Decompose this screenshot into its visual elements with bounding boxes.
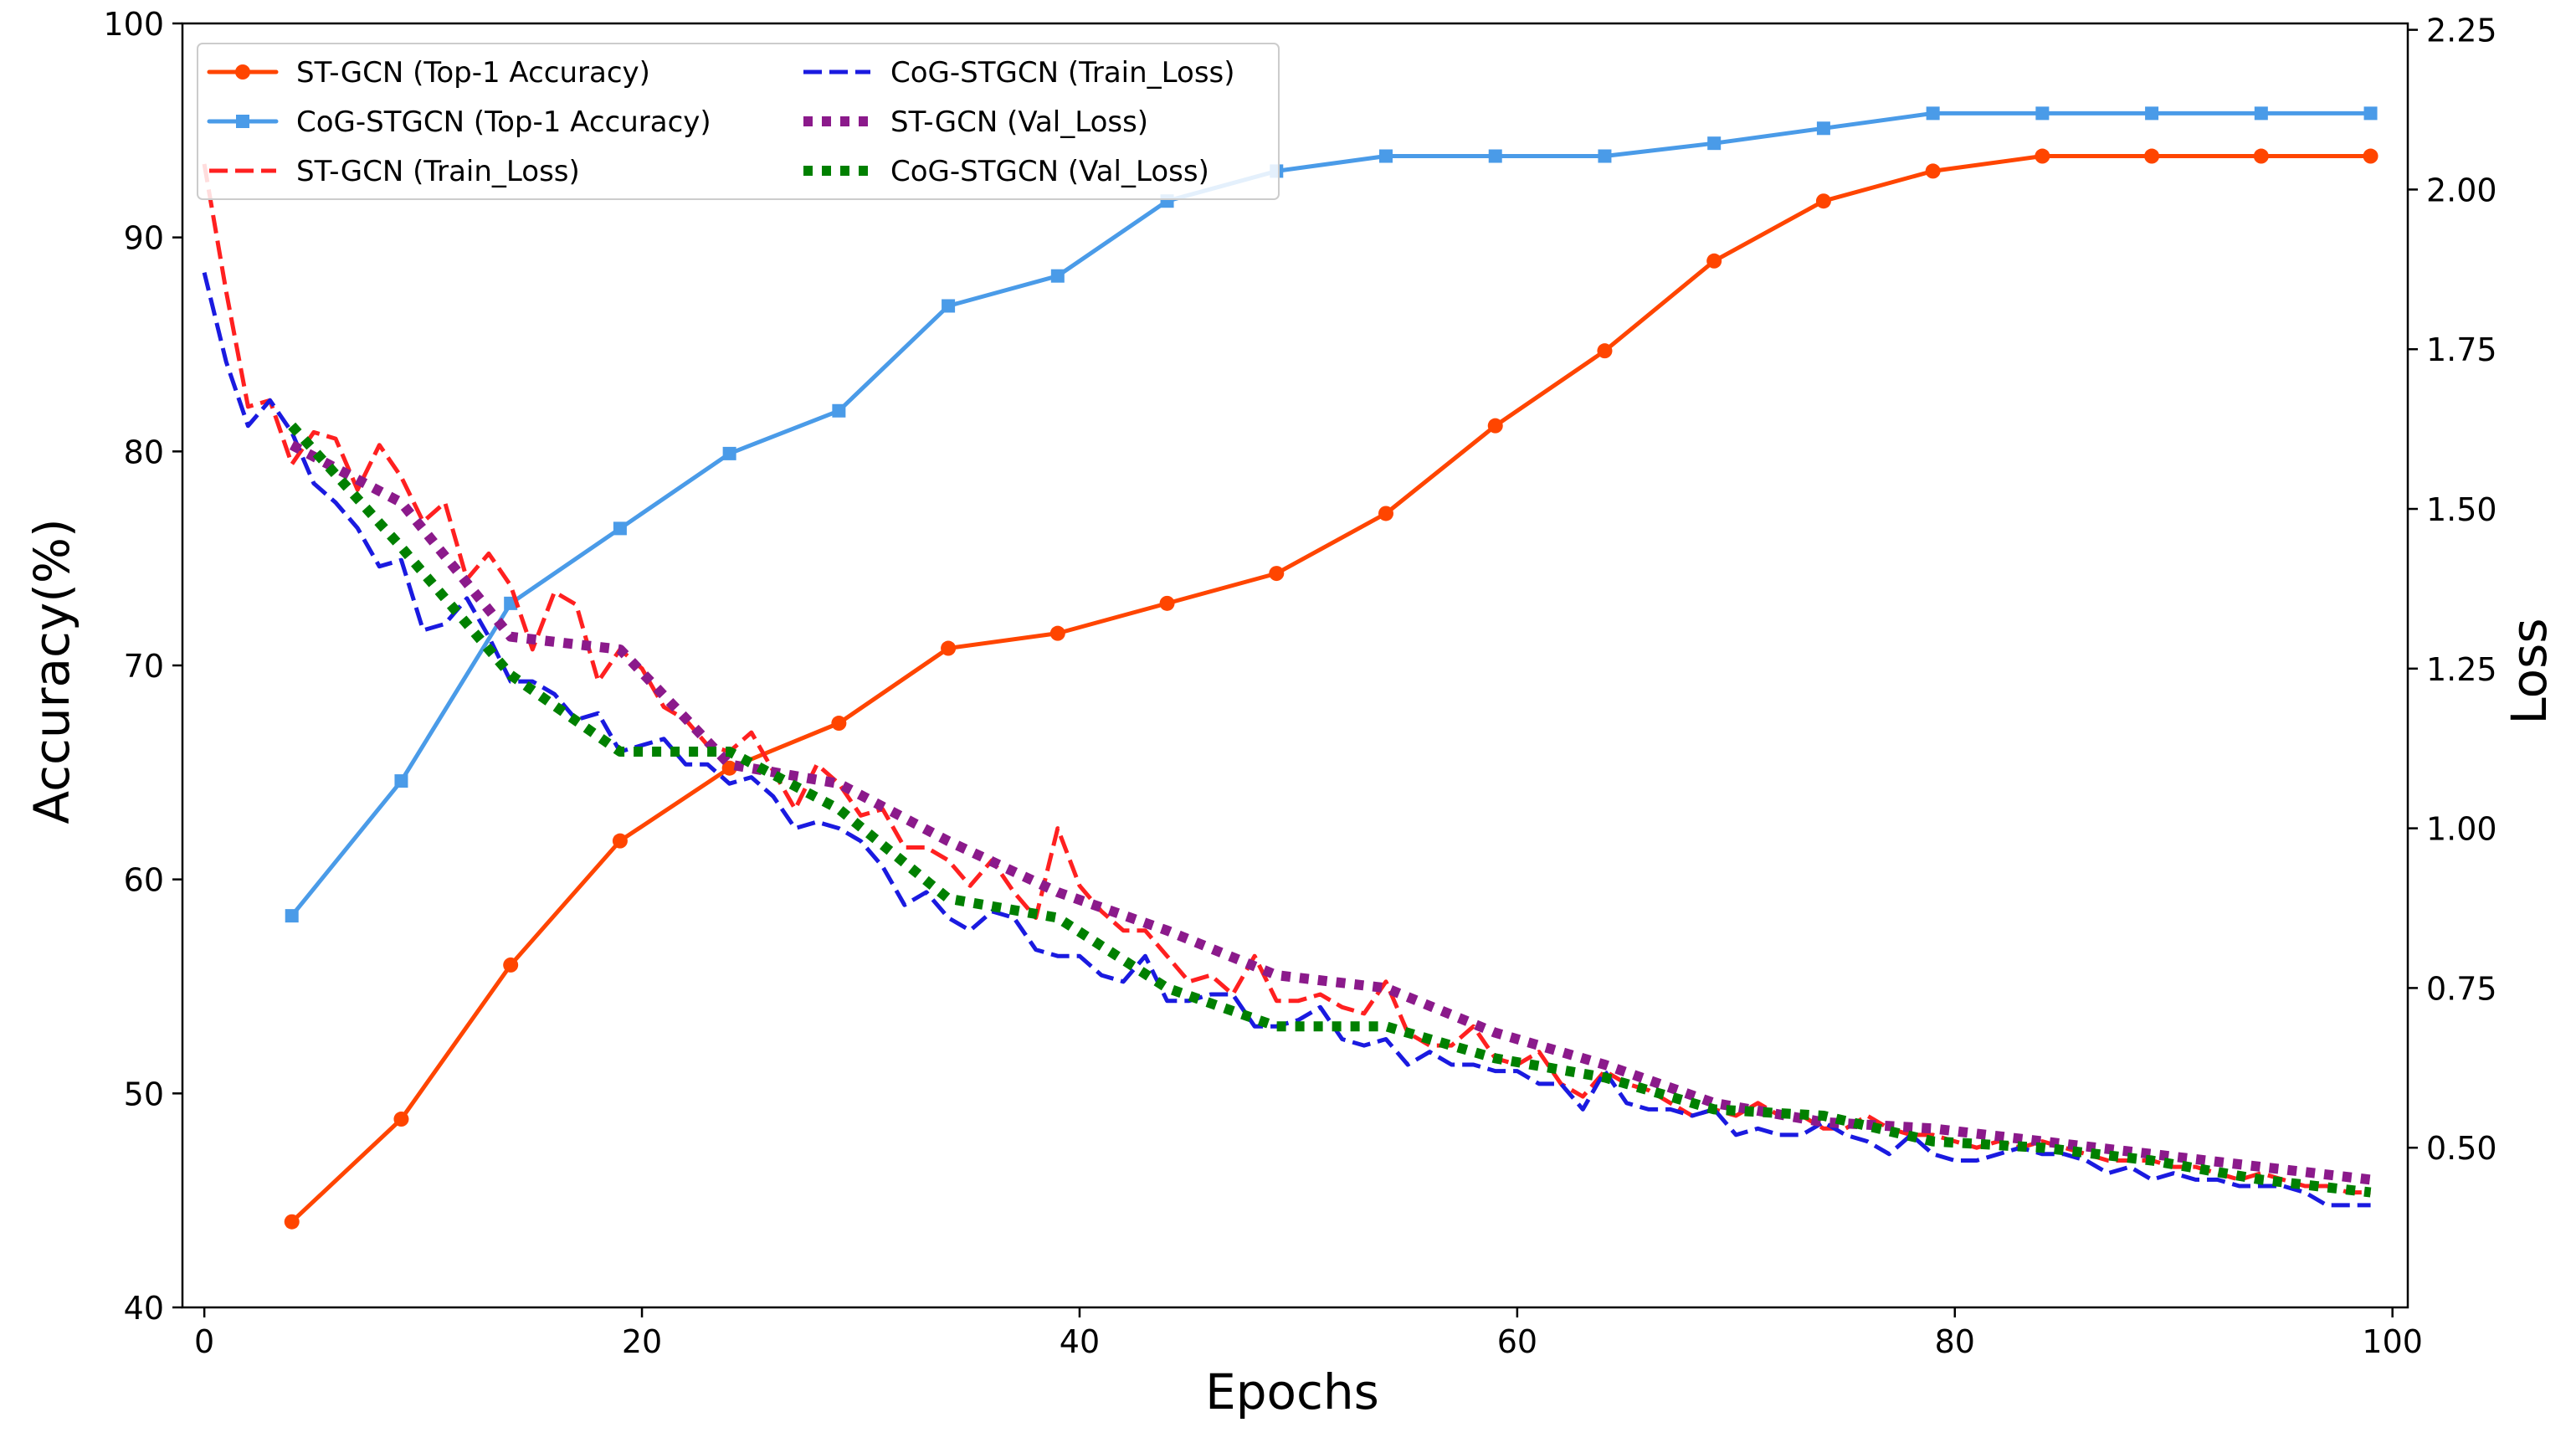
series-line-0 [290,154,2373,1225]
x-tick-label: 80 [1935,1323,1975,1360]
data-point [831,716,847,732]
y-tick-label: 100 [103,6,164,43]
data-point [2144,148,2160,164]
data-point [1269,566,1285,582]
x-tick-label: 100 [2362,1323,2423,1360]
legend-label-2: ST-GCN (Train_Loss) [296,155,580,188]
series-layer [202,106,2378,1230]
y-tick-label: 60 [124,862,164,899]
y2-tick-label: 0.50 [2426,1130,2497,1167]
legend-marker [235,64,250,80]
legend-label-4: ST-GCN (Val_Loss) [890,105,1148,139]
x-tick-label: 60 [1497,1323,1537,1360]
data-point [284,1214,300,1230]
data-point [1815,193,1831,209]
legend-label-0: ST-GCN (Top-1 Accuracy) [296,56,650,90]
x-axis-title: Epochs [1205,1363,1379,1420]
legend-label-1: CoG-STGCN (Top-1 Accuracy) [296,105,711,139]
data-point [1816,121,1830,136]
y-tick-label: 80 [124,434,164,470]
data-point [721,760,737,776]
data-point [1707,136,1722,151]
data-point [1598,149,1612,163]
data-point [722,446,736,460]
data-point [2253,148,2269,164]
data-point [1159,595,1175,611]
y-tick-label: 90 [124,220,164,257]
data-point [2363,106,2378,121]
y2-tick-label: 1.25 [2426,651,2497,688]
data-point [1379,149,1393,163]
series-line-5 [288,422,2372,1198]
y-tick-label: 70 [124,648,164,685]
data-point [1378,506,1394,521]
y2-tick-label: 2.25 [2426,13,2497,49]
y2-tick-label: 1.00 [2426,811,2497,848]
legend-box [197,43,1280,200]
y2-tick-label: 1.75 [2426,331,2497,368]
data-point [612,833,628,849]
data-point [393,1112,409,1127]
y2-tick-label: 2.00 [2426,172,2497,208]
data-point [1487,418,1503,434]
legend-label-3: CoG-STGCN (Train_Loss) [890,56,1235,90]
data-point [2254,106,2268,121]
y-tick-label: 50 [124,1076,164,1112]
legend: ST-GCN (Top-1 Accuracy) CoG-STGCN (Top-1 … [197,43,1280,200]
data-point [613,521,627,536]
x-tick-label: 40 [1060,1323,1100,1360]
data-point [941,640,957,656]
legend-marker [236,115,249,128]
series-line-3 [202,272,2371,1208]
x-tick-label: 20 [622,1323,662,1360]
data-point [2035,106,2050,121]
data-point [1706,253,1722,269]
data-point [503,957,519,973]
axes-layer: 0 20 40 60 80 100 40 50 60 70 80 90 100 0.50 0.75 1.00 1… [103,6,2496,1360]
legend-label-5: CoG-STGCN (Val_Loss) [890,155,1209,188]
y2-axis-title: Loss [2501,618,2558,724]
series-line-2 [202,163,2371,1195]
data-point [1049,625,1065,641]
data-point [1488,149,1502,163]
data-point [942,299,956,313]
data-point [1597,343,1613,359]
data-point [394,774,408,788]
data-point [285,909,299,923]
data-point [1925,163,1941,179]
data-point [832,403,846,418]
data-point [2145,106,2159,121]
data-point [2363,148,2378,164]
data-point [2035,148,2050,164]
y2-tick-label: 1.50 [2426,491,2497,528]
data-point [1050,269,1065,283]
series-line-1 [290,110,2373,918]
y2-tick-label: 0.75 [2426,970,2497,1007]
x-tick-label: 0 [194,1323,214,1360]
y-axis-title: Accuracy(%) [23,518,80,824]
data-point [1926,106,1940,121]
y-tick-label: 40 [124,1290,164,1327]
